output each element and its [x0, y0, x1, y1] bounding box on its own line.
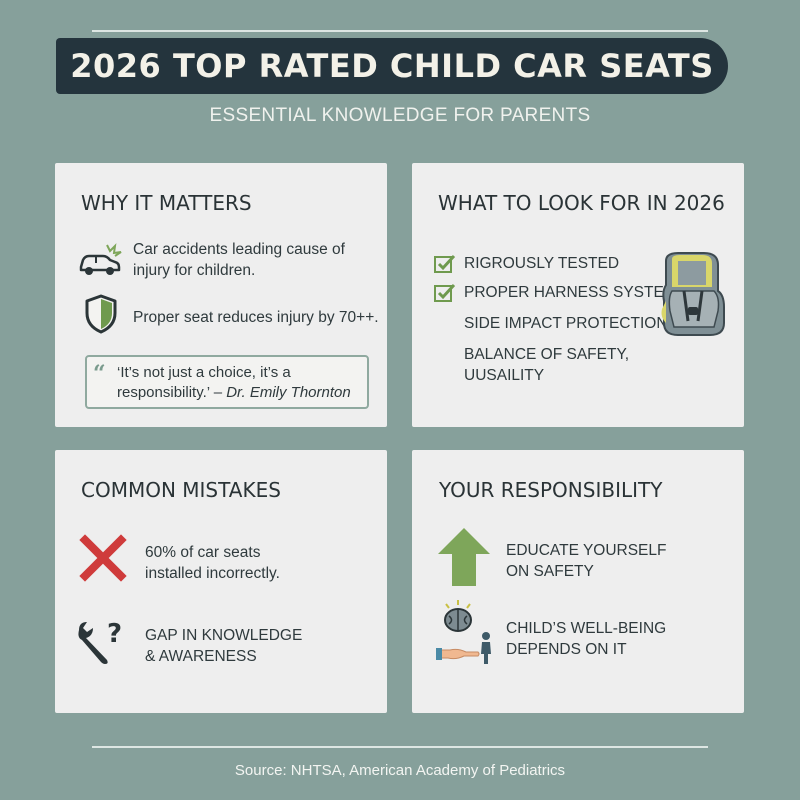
- mistakes-item2-line2: & AWARENESS: [145, 648, 257, 665]
- look-item-4: BALANCE OF SAFETY, UUSAILITY: [464, 344, 629, 386]
- look-item-2-label: PROPER HARNESS SYSTEMS: [464, 284, 688, 301]
- look-item-4-line2: UUSAILITY: [464, 367, 545, 384]
- common-mistakes-card: COMMON MISTAKES 60% of car seats install…: [55, 450, 387, 713]
- your-responsibility-card: YOUR RESPONSIBILITY EDUCATE YOURSELF ON …: [412, 450, 744, 713]
- look-item-1-label: RIGROUSLY TESTED: [464, 255, 620, 272]
- mistakes-item1-line2: installed incorrectly.: [145, 565, 280, 582]
- check-icon: [434, 283, 456, 302]
- your-responsibility-heading: YOUR RESPONSIBILITY: [439, 478, 663, 502]
- up-arrow-icon: [438, 528, 490, 586]
- wrench-question-icon: ?: [78, 619, 122, 664]
- quote-mark-icon: “: [93, 361, 106, 387]
- title-banner: 2026 TOP RATED CHILD CAR SEATS: [56, 38, 728, 94]
- quote-line2-text: responsibility.’ –: [117, 384, 223, 401]
- look-item-1: RIGROUSLY TESTED: [434, 253, 619, 274]
- why-item2-text: Proper seat reduces injury by 70++.: [133, 309, 379, 326]
- why-item1-line2: injury for children.: [133, 262, 256, 279]
- quote-line1: ‘It’s not just a choice, it’s a: [117, 364, 291, 381]
- check-icon: [434, 254, 456, 273]
- shield-icon: [85, 294, 117, 334]
- source-citation: Source: NHTSA, American Academy of Pedia…: [234, 762, 566, 779]
- quote-box: “ ‘It’s not just a choice, it’s a respon…: [85, 355, 369, 409]
- top-divider: [92, 30, 708, 32]
- x-mark-icon: [79, 534, 127, 582]
- bottom-divider: [92, 746, 708, 748]
- why-it-matters-heading: WHY IT MATTERS: [81, 191, 252, 215]
- page-title: 2026 TOP RATED CHILD CAR SEATS: [70, 47, 714, 85]
- why-item1-line1: Car accidents leading cause of: [133, 241, 345, 258]
- responsibility-item2-line2: DEPENDS ON IT: [506, 641, 627, 658]
- svg-text:?: ?: [107, 619, 122, 649]
- quote-line2: responsibility.’ – Dr. Emily Thornton: [117, 383, 367, 403]
- mistakes-item2-line1: GAP IN KNOWLEDGE: [145, 627, 303, 644]
- responsibility-item2-line1: CHILD’S WELL-BEING: [506, 620, 667, 637]
- responsibility-item1-line1: EDUCATE YOURSELF: [506, 542, 667, 559]
- page-subtitle: ESSENTIAL KNOWLEDGE FOR PARENTS: [209, 105, 591, 126]
- car-seat-icon: [661, 252, 725, 336]
- look-item-4-line1: BALANCE OF SAFETY,: [464, 346, 630, 363]
- why-it-matters-card: WHY IT MATTERS Car accidents leading cau…: [55, 163, 387, 427]
- responsibility-item1-line2: ON SAFETY: [506, 563, 594, 580]
- mistakes-item1-line1: 60% of car seats: [145, 544, 261, 561]
- look-item-2: PROPER HARNESS SYSTEMS: [434, 282, 687, 303]
- quote-author: Dr. Emily Thornton: [226, 384, 351, 401]
- what-to-look-for-card: WHAT TO LOOK FOR IN 2026 RIGROUSLY TESTE…: [412, 163, 744, 427]
- look-item-3-label: SIDE IMPACT PROTECTION: [464, 315, 668, 332]
- what-to-look-for-heading: WHAT TO LOOK FOR IN 2026: [438, 191, 725, 215]
- brain-hand-child-icon: [436, 600, 491, 664]
- quote-text: ‘It’s not just a choice, it’s a responsi…: [117, 363, 367, 403]
- common-mistakes-heading: COMMON MISTAKES: [81, 478, 281, 502]
- car-crash-icon: [79, 243, 122, 275]
